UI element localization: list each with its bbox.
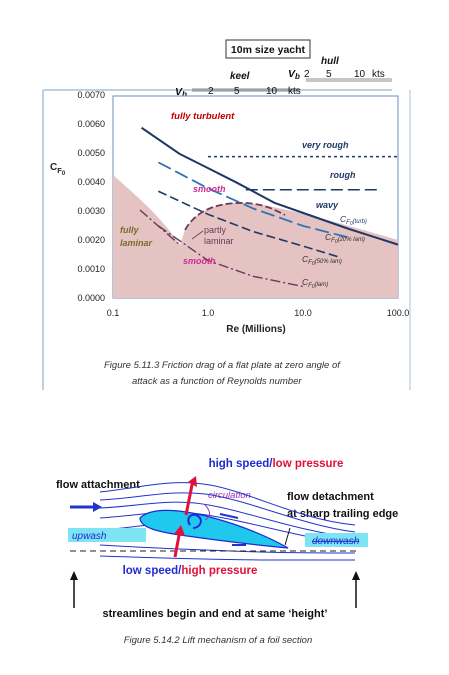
low-speed-arrowhead (174, 525, 185, 536)
yacht-box (225, 39, 311, 59)
flow-detachment-label-1: flow detachment (287, 491, 374, 503)
label-cf-lam: CF0(lam) (302, 277, 328, 290)
transition-curve (184, 202, 286, 231)
hull-tick-2: 2 (304, 69, 310, 80)
circulation-arrow-icon (204, 504, 210, 521)
label-very-rough: very rough (302, 140, 349, 150)
trailing-edge-arrow (284, 527, 291, 546)
x-tick-0: 0.1 (107, 308, 120, 318)
label-rough: rough (330, 170, 356, 180)
x-axis-label: Re (Millions) (226, 324, 285, 335)
x-tick-3: 100.0 (387, 308, 410, 318)
hull-unit: kts (372, 69, 385, 80)
y-tick-5: 0.0050 (77, 148, 105, 158)
laminar-line-upper (139, 209, 181, 246)
y-tick-4: 0.0040 (77, 177, 105, 187)
y-tick-7: 0.0070 (77, 90, 105, 100)
laminar-region-fill (113, 175, 398, 298)
friction-drag-figure: 10m size yacht hull Vb 2 5 10 kts keel V… (42, 39, 411, 390)
label-partly-laminar-1: partly (204, 225, 227, 235)
keel-label: keel (230, 71, 250, 82)
label-smooth-bottom: smooth (183, 256, 216, 266)
hull-tick-10: 10 (354, 69, 366, 80)
high-speed-red-arrow (184, 479, 195, 516)
upwash-box (68, 528, 146, 542)
label-wavy: wavy (316, 200, 339, 210)
y-tick-6: 0.0060 (77, 119, 105, 129)
streamlines-note: streamlines begin and end at same ‘heigh… (103, 608, 328, 620)
y-tick-1: 0.0010 (77, 264, 105, 274)
x-ticks: 0.1 1.0 10.0 100.0 (107, 308, 410, 318)
label-fully-turbulent: fully turbulent (171, 111, 235, 122)
flow-detachment-label-2: at sharp trailing edge (287, 508, 398, 520)
x-tick-2: 10.0 (294, 308, 312, 318)
label-smooth-top: smooth (193, 184, 226, 194)
label-fully-laminar-2: laminar (120, 238, 153, 248)
caption-fig-5-11-3-line1: Figure 5.11.3 Friction drag of a flat pl… (104, 360, 341, 371)
caption-fig-5-11-3-line2: attack as a function of Reynolds number (132, 376, 302, 387)
foil-section (139, 509, 289, 549)
y-ticks: 0.0000 0.0010 0.0020 0.0030 0.0040 0.005… (77, 90, 105, 303)
series-line-2 (141, 126, 399, 246)
hull-tick-5: 5 (326, 69, 332, 80)
keel-tick-2: 2 (208, 86, 214, 97)
caption-fig-5-14-2: Figure 5.14.2 Lift mechanism of a foil s… (124, 635, 313, 646)
keel-unit: kts (288, 86, 301, 97)
hull-label: hull (321, 56, 339, 67)
circulation-icon (187, 513, 202, 529)
label-cf-50: CF0(50% lam) (302, 254, 342, 267)
label-cf-20: CF0(20% lam) (325, 232, 365, 245)
series-line-3 (157, 161, 349, 239)
y-tick-2: 0.0020 (77, 235, 105, 245)
label-fully-laminar-1: fully (120, 225, 139, 235)
incoming-flow-arrowhead (93, 502, 102, 512)
upwash-label: upwash (72, 531, 107, 542)
upper-flow-arrow (219, 513, 239, 519)
flow-attachment-label: flow attachment (56, 479, 140, 491)
circulation-label: circulation (208, 490, 251, 501)
y-tick-0: 0.0000 (77, 293, 105, 303)
low-speed-red-arrow (173, 529, 182, 558)
series-line-5 (157, 225, 304, 288)
vb-keel-label: Vb (175, 86, 187, 99)
keel-tick-5: 5 (234, 86, 240, 97)
series-layer (139, 126, 399, 288)
vb-hull-label: Vb (288, 68, 300, 81)
y-axis-label: CF0 (50, 162, 66, 177)
low-speed-high-pressure-title: low speed/high pressure (123, 565, 258, 577)
bracket-right-arrowhead (352, 571, 360, 580)
y-tick-3: 0.0030 (77, 206, 105, 216)
label-cf-turb: CF0(turb) (340, 214, 367, 227)
downwash-label: downwash (312, 536, 360, 547)
partly-laminar-arrow (191, 230, 204, 240)
label-partly-laminar-2: laminar (204, 236, 234, 246)
high-speed-low-pressure-title: high speed/low pressure (209, 458, 344, 470)
x-tick-1: 1.0 (202, 308, 215, 318)
yacht-box-label: 10m size yacht (231, 44, 306, 56)
bracket-left-arrowhead (70, 571, 78, 580)
streamlines (99, 482, 356, 561)
high-speed-arrowhead (188, 476, 197, 487)
keel-tick-10: 10 (266, 86, 278, 97)
downwash-box (305, 533, 368, 547)
